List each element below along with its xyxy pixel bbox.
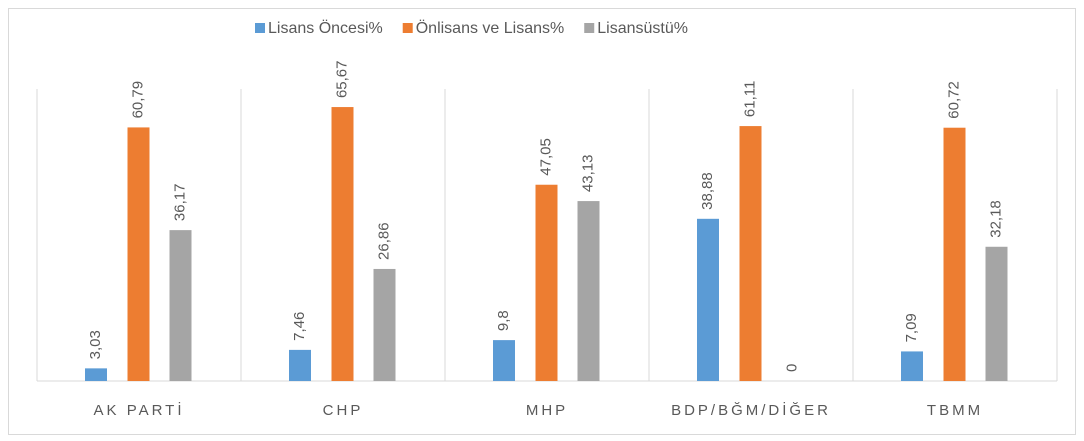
bar — [373, 268, 396, 381]
bar — [169, 230, 192, 381]
data-label: 36,17 — [171, 184, 188, 222]
bar — [943, 127, 966, 382]
legend-label: Lisans Öncesi% — [268, 19, 383, 37]
bar — [331, 107, 354, 381]
data-label: 61,11 — [741, 81, 758, 117]
bar — [577, 201, 600, 381]
data-label: 9,8 — [495, 310, 512, 331]
x-tick-label: TBMM — [927, 402, 983, 419]
data-label: 38,88 — [699, 172, 716, 210]
data-label: 60,79 — [129, 81, 146, 119]
data-label: 3,03 — [87, 330, 104, 359]
data-label: 7,46 — [291, 312, 308, 341]
bar — [127, 127, 150, 381]
data-label: 43,13 — [579, 155, 596, 193]
legend-swatch — [584, 23, 595, 33]
data-label: 60,72 — [945, 81, 962, 119]
x-tick-label: CHP — [323, 402, 364, 419]
bar — [289, 349, 311, 381]
bar — [985, 246, 1008, 381]
x-tick-label: BDP/BĞM/DİĞER — [671, 401, 831, 419]
bar — [739, 126, 762, 381]
legend-swatch — [402, 23, 413, 33]
legend-label: Önlisans ve Lisans% — [416, 19, 565, 37]
x-tick-label: MHP — [526, 402, 568, 419]
legend-label: Lisansüstü% — [597, 20, 688, 37]
bar — [697, 218, 719, 381]
data-label: 65,67 — [333, 61, 350, 99]
data-label: 47,05 — [537, 138, 554, 176]
data-label: 26,86 — [375, 222, 392, 260]
data-label: 32,18 — [987, 200, 1004, 238]
bar — [535, 184, 558, 381]
bar — [901, 351, 923, 381]
bar — [493, 340, 515, 381]
data-label: 7,09 — [903, 313, 920, 342]
x-tick-label: AK PARTİ — [94, 401, 185, 419]
data-label: 0 — [783, 364, 800, 372]
legend-swatch — [255, 23, 265, 33]
bar — [85, 368, 107, 381]
